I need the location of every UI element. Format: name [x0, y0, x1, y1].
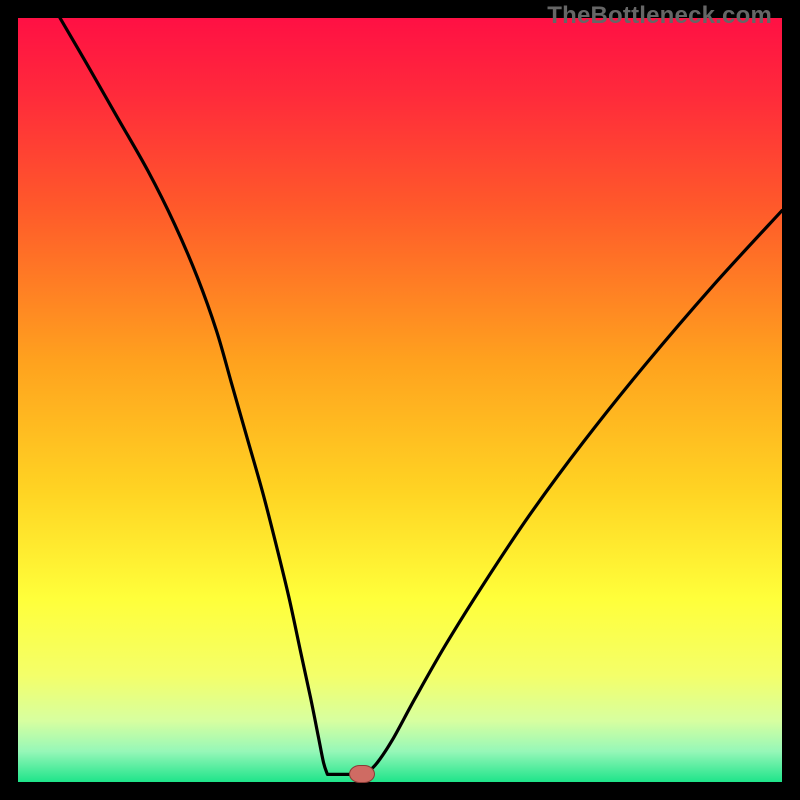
optimum-marker: [349, 765, 375, 783]
watermark-text: TheBottleneck.com: [547, 2, 772, 30]
chart-frame: TheBottleneck.com: [0, 0, 800, 800]
gradient-background: [18, 18, 782, 782]
bottleneck-chart: [18, 18, 782, 782]
